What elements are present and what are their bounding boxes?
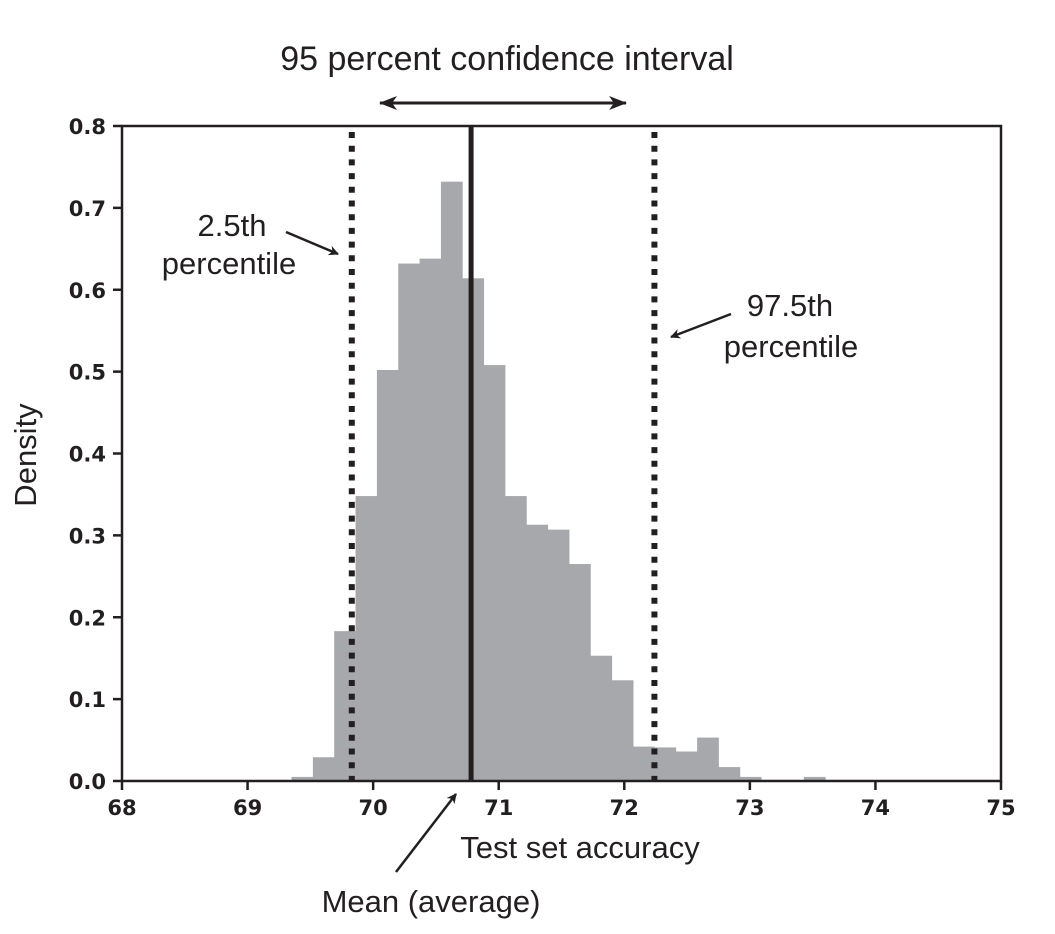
y-tick-label: 0.5 — [69, 361, 106, 385]
y-tick-label: 0.2 — [69, 606, 106, 630]
histogram-bar — [590, 655, 613, 781]
x-tick-label: 74 — [861, 796, 890, 820]
histogram-bar — [633, 746, 655, 781]
histogram-bars — [291, 181, 826, 781]
histogram-bar — [697, 737, 719, 781]
y-axis-label: Density — [8, 403, 43, 507]
y-tick-label: 0.7 — [69, 197, 106, 221]
histogram-bar — [398, 263, 421, 781]
histogram-bar — [739, 776, 762, 781]
histogram-bar — [483, 365, 506, 781]
p97-5-arrow — [670, 312, 732, 339]
x-tick-label: 75 — [986, 796, 1015, 820]
y-tick-label: 0.1 — [69, 688, 106, 712]
y-tick-label: 0.6 — [69, 279, 106, 303]
mean-arrow — [395, 793, 457, 873]
p2-5-label-line2: percentile — [162, 246, 296, 281]
histogram-bar — [569, 564, 591, 781]
p97-5-label-line1: 97.5th — [747, 288, 833, 323]
chart-title: 95 percent confidence interval — [280, 40, 734, 78]
x-axis-label: Test set accuracy — [460, 830, 700, 865]
histogram-bar — [355, 496, 378, 781]
histogram-bar — [440, 181, 463, 781]
x-tick-label: 73 — [735, 796, 764, 820]
histogram-bar — [504, 496, 527, 781]
mean-label: Mean (average) — [322, 884, 541, 919]
histogram-bar — [611, 680, 634, 781]
x-tick-label: 68 — [107, 796, 136, 820]
y-tick-label: 0.8 — [69, 115, 106, 139]
p2-5-arrow — [285, 230, 339, 256]
histogram-bar — [675, 751, 698, 781]
histogram-bar — [718, 767, 741, 781]
x-tick-label: 72 — [610, 796, 639, 820]
x-tick-label: 69 — [233, 796, 262, 820]
histogram-bar — [654, 747, 677, 781]
histogram-bar — [376, 369, 399, 781]
histogram-bar — [526, 524, 549, 781]
p2-5-label-line1: 2.5th — [198, 208, 267, 243]
histogram-bar — [312, 757, 335, 781]
p97-5-label-line2: percentile — [724, 329, 858, 364]
reference-lines — [348, 126, 658, 781]
x-axis: 68 69 70 71 72 73 74 75 — [107, 781, 1016, 820]
histogram-bar — [547, 529, 570, 781]
histogram-bar — [419, 258, 442, 781]
y-tick-label: 0.0 — [69, 770, 106, 794]
x-tick-label: 70 — [359, 796, 388, 820]
y-tick-label: 0.3 — [69, 524, 106, 548]
y-axis: 0.0 0.1 0.2 0.3 0.4 0.5 0.6 0.7 0.8 — [69, 115, 122, 794]
histogram-bar — [291, 776, 314, 781]
y-tick-label: 0.4 — [69, 443, 106, 467]
histogram-bar — [803, 776, 826, 781]
x-tick-label: 71 — [484, 796, 513, 820]
